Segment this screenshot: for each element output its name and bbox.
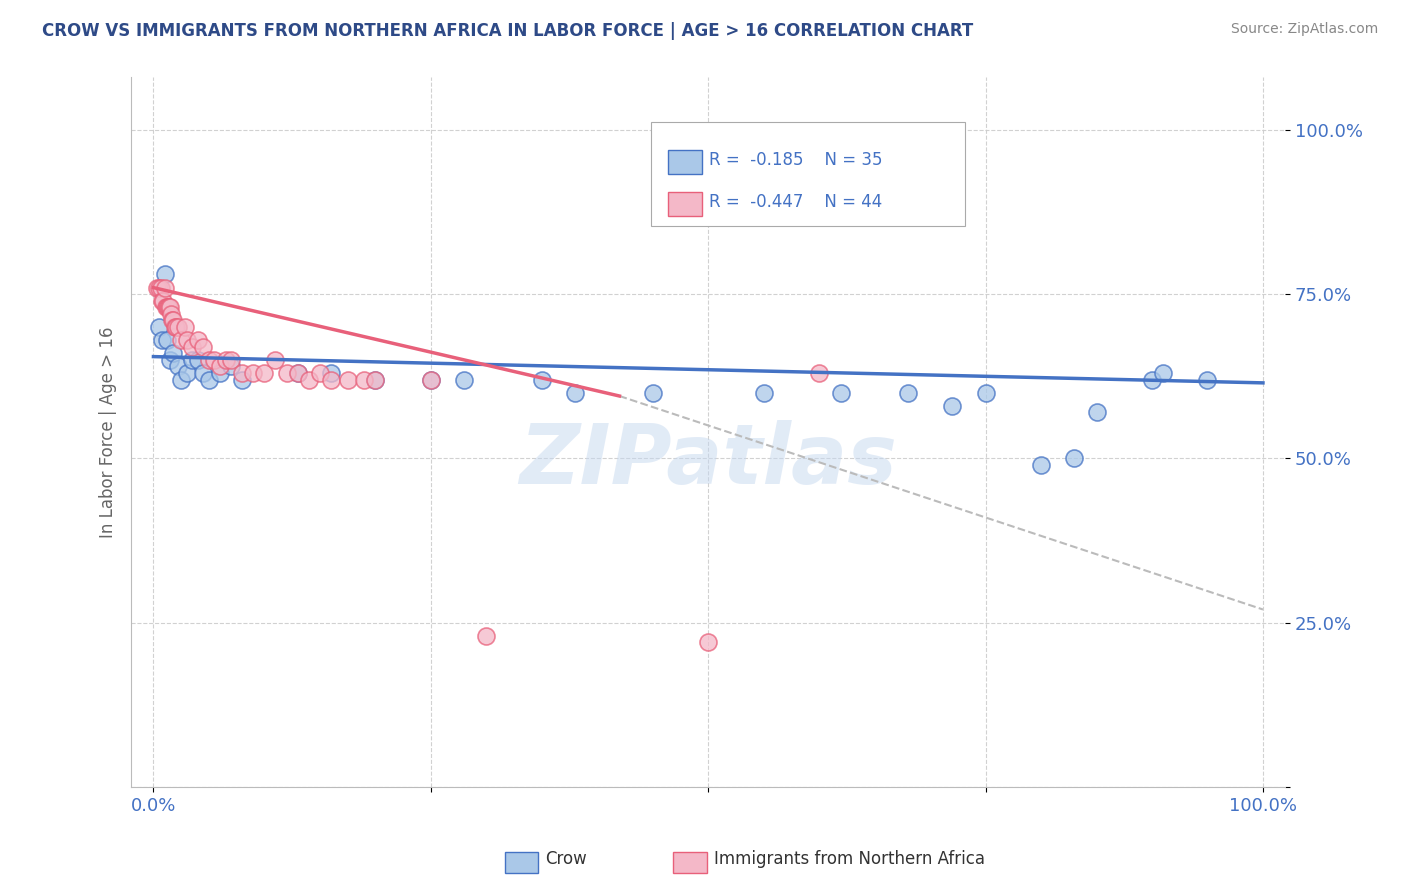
Point [153, 268, 176, 282]
Point [181, 340, 204, 354]
Point [364, 373, 387, 387]
Point [198, 352, 221, 367]
Point [156, 301, 179, 315]
Text: ZIPatlas: ZIPatlas [519, 420, 897, 501]
Point [808, 366, 831, 380]
Point [219, 359, 242, 374]
Point [187, 333, 209, 347]
Point [159, 301, 181, 315]
Point [264, 352, 287, 367]
Point [208, 359, 231, 374]
Text: Crow: Crow [546, 850, 588, 868]
Point [165, 320, 187, 334]
Point [170, 373, 193, 387]
Point [1029, 458, 1052, 472]
Point [641, 385, 664, 400]
Point [242, 366, 264, 380]
Point [309, 366, 332, 380]
Point [298, 373, 321, 387]
Point [145, 280, 167, 294]
Point [287, 366, 309, 380]
Point [219, 352, 242, 367]
Point [974, 385, 997, 400]
Point [1197, 373, 1219, 387]
Point [253, 366, 276, 380]
Point [941, 399, 963, 413]
Point [152, 293, 174, 308]
Point [162, 346, 184, 360]
Point [170, 333, 193, 347]
Point [453, 373, 475, 387]
Point [157, 301, 180, 315]
Point [148, 320, 170, 334]
Point [150, 293, 173, 308]
Point [419, 373, 441, 387]
Point [353, 373, 375, 387]
Text: R =  -0.185    N = 35: R = -0.185 N = 35 [709, 152, 882, 169]
Point [187, 352, 209, 367]
Point [150, 333, 173, 347]
Point [163, 320, 186, 334]
Point [697, 635, 720, 649]
Point [204, 352, 226, 367]
Point [214, 352, 236, 367]
Point [319, 366, 342, 380]
Point [897, 385, 920, 400]
Point [160, 307, 183, 321]
Point [336, 373, 359, 387]
Point [166, 359, 188, 374]
Point [173, 320, 195, 334]
Point [276, 366, 298, 380]
Point [1152, 366, 1174, 380]
Point [176, 333, 198, 347]
Point [155, 301, 177, 315]
Point [150, 280, 173, 294]
Point [564, 385, 586, 400]
Point [193, 340, 215, 354]
Point [752, 385, 775, 400]
Text: R =  -0.447    N = 44: R = -0.447 N = 44 [709, 193, 882, 211]
Point [156, 301, 179, 315]
Text: Source: ZipAtlas.com: Source: ZipAtlas.com [1230, 22, 1378, 37]
Point [319, 373, 342, 387]
Point [156, 333, 179, 347]
Point [162, 313, 184, 327]
Point [181, 352, 204, 367]
Point [364, 373, 387, 387]
Text: CROW VS IMMIGRANTS FROM NORTHERN AFRICA IN LABOR FORCE | AGE > 16 CORRELATION CH: CROW VS IMMIGRANTS FROM NORTHERN AFRICA … [42, 22, 973, 40]
Point [153, 280, 176, 294]
Point [148, 280, 170, 294]
Point [159, 352, 181, 367]
Point [231, 373, 253, 387]
Point [475, 629, 498, 643]
Point [287, 366, 309, 380]
Point [1063, 451, 1085, 466]
Point [419, 373, 441, 387]
Point [162, 313, 184, 327]
Point [176, 366, 198, 380]
Point [193, 366, 215, 380]
Point [1140, 373, 1163, 387]
Point [231, 366, 253, 380]
Point [530, 373, 553, 387]
Point [198, 373, 221, 387]
Point [208, 366, 231, 380]
Y-axis label: In Labor Force | Age > 16: In Labor Force | Age > 16 [100, 326, 117, 538]
Point [1085, 405, 1108, 419]
Point [166, 320, 188, 334]
Point [830, 385, 852, 400]
Text: Immigrants from Northern Africa: Immigrants from Northern Africa [714, 850, 986, 868]
